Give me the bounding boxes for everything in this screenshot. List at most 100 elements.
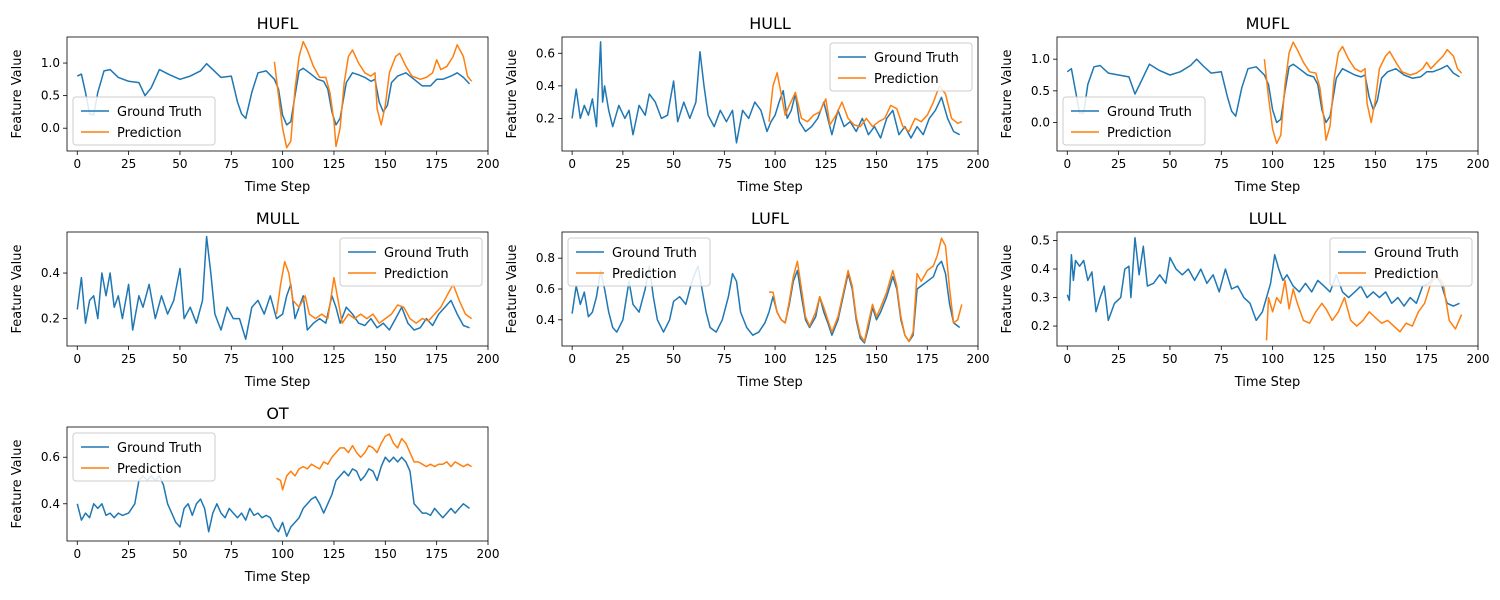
x-axis-label: Time Step xyxy=(1234,180,1301,195)
x-tick-label: 75 xyxy=(717,352,732,366)
x-tick-label: 0 xyxy=(73,157,81,171)
series-line-ground-truth xyxy=(571,41,961,144)
x-tick-label: 125 xyxy=(814,352,837,366)
y-tick-label: 0.8 xyxy=(536,251,555,265)
x-tick-label: 200 xyxy=(477,352,500,366)
y-tick-label: 0.3 xyxy=(1031,291,1050,305)
subplot-title: LUFL xyxy=(751,209,789,228)
x-tick-label: 150 xyxy=(865,157,888,171)
axes-frame xyxy=(66,231,489,347)
y-tick-label: 1.0 xyxy=(41,56,60,70)
subplot-ot: OT 0 25 50 75 100 125 150 175 200 0.4 0.6 Time Step F… xyxy=(10,404,499,585)
legend-box xyxy=(339,237,483,287)
y-tick-label: 0.5 xyxy=(41,89,60,103)
x-tick-label: 175 xyxy=(425,157,448,171)
y-axis-label: Feature Value xyxy=(10,440,25,529)
x-tick-label: 200 xyxy=(967,352,990,366)
x-axis-label: Time Step xyxy=(244,570,311,585)
x-tick-label: 125 xyxy=(1313,157,1336,171)
x-tick-label: 200 xyxy=(477,157,500,171)
y-tick-label: 0.4 xyxy=(1031,262,1050,276)
series-line-ground-truth xyxy=(76,235,470,340)
x-tick-label: 50 xyxy=(666,157,681,171)
axes-frame xyxy=(1056,36,1479,152)
x-tick-label: 200 xyxy=(1467,157,1490,171)
x-tick-label: 200 xyxy=(477,547,500,561)
subplot-mufl: MUFL 0 25 50 75 100 125 150 175 200 0.0 0.5 1.0 Time … xyxy=(1000,14,1489,195)
x-tick-label: 100 xyxy=(1261,157,1284,171)
x-tick-label: 0 xyxy=(73,352,81,366)
x-tick-label: 175 xyxy=(425,547,448,561)
legend-entry: Prediction xyxy=(612,267,677,282)
x-axis-label: Time Step xyxy=(736,375,803,390)
y-tick-label: 0.4 xyxy=(536,313,555,327)
axes-frame xyxy=(1056,231,1479,347)
y-tick-label: 0.2 xyxy=(41,312,60,326)
x-tick-label: 100 xyxy=(1261,352,1284,366)
x-tick-label: 125 xyxy=(323,352,346,366)
x-tick-label: 150 xyxy=(865,352,888,366)
x-tick-label: 200 xyxy=(1467,352,1490,366)
legend-entry: Ground Truth xyxy=(384,246,469,261)
x-tick-label: 125 xyxy=(1313,352,1336,366)
x-tick-label: 75 xyxy=(224,547,239,561)
x-tick-label: 25 xyxy=(615,352,630,366)
axes-frame xyxy=(66,36,489,152)
y-tick-label: 0.6 xyxy=(41,450,60,464)
legend-entry: Prediction xyxy=(117,462,182,477)
legend: Ground Truth Prediction xyxy=(1329,237,1473,287)
axes-frame xyxy=(561,36,979,152)
legend-entry: Prediction xyxy=(1374,267,1439,282)
subplot-title: OT xyxy=(266,404,289,423)
x-tick-label: 75 xyxy=(224,352,239,366)
series-line-prediction xyxy=(768,72,963,133)
legend-entry: Prediction xyxy=(1107,126,1172,141)
subplot-title: HUFL xyxy=(257,14,299,33)
series-line-prediction xyxy=(276,433,472,491)
legend: Ground Truth Prediction xyxy=(829,42,973,92)
y-tick-label: 0.0 xyxy=(41,121,60,135)
legend-entry: Ground Truth xyxy=(612,246,697,261)
x-tick-label: 100 xyxy=(764,352,787,366)
x-tick-label: 0 xyxy=(1063,352,1071,366)
subplot-hull: HULL 0 25 50 75 100 125 150 175 200 0.2 0.4 0.6 Time … xyxy=(505,14,989,195)
x-tick-label: 50 xyxy=(172,547,187,561)
y-axis-label: Feature Value xyxy=(505,50,520,139)
x-tick-label: 150 xyxy=(1364,352,1387,366)
subplot-mull: MULL 0 25 50 75 100 125 150 175 200 0.2 0.4 Time Ste… xyxy=(10,209,499,390)
subplot-lull: LULL 0 25 50 75 100 125 150 175 200 0.2 0.3 0.4 0.5 Ti… xyxy=(1000,209,1489,390)
x-tick-label: 25 xyxy=(1111,352,1126,366)
y-axis-label: Feature Value xyxy=(1000,245,1015,334)
subplot-title: LULL xyxy=(1249,209,1287,228)
x-tick-label: 175 xyxy=(1415,352,1438,366)
x-tick-label: 75 xyxy=(224,157,239,171)
series-line-prediction xyxy=(273,40,473,149)
y-tick-label: 0.0 xyxy=(1031,116,1050,130)
x-tick-label: 75 xyxy=(1214,157,1229,171)
y-tick-label: 0.2 xyxy=(1031,319,1050,333)
series-line-prediction xyxy=(275,260,473,324)
legend: Ground Truth Prediction xyxy=(339,237,483,287)
x-tick-label: 25 xyxy=(121,547,136,561)
y-tick-label: 0.2 xyxy=(536,111,555,125)
y-tick-label: 0.6 xyxy=(536,46,555,60)
legend: Ground Truth Prediction xyxy=(567,237,711,287)
legend-entry: Prediction xyxy=(117,126,182,141)
x-tick-label: 125 xyxy=(323,547,346,561)
x-tick-label: 0 xyxy=(73,547,81,561)
legend-box xyxy=(72,432,216,482)
subplot-title: MUFL xyxy=(1246,14,1290,33)
subplot-hufl: HUFL 0 25 50 75 100 125 150 175 200 0.0 0.5 1.0 Time … xyxy=(10,14,499,195)
legend-entry: Ground Truth xyxy=(1107,105,1192,120)
x-tick-label: 125 xyxy=(814,157,837,171)
x-tick-label: 50 xyxy=(1162,157,1177,171)
x-tick-label: 150 xyxy=(1364,157,1387,171)
x-tick-label: 200 xyxy=(967,157,990,171)
x-tick-label: 150 xyxy=(374,547,397,561)
x-tick-label: 50 xyxy=(1162,352,1177,366)
x-axis-label: Time Step xyxy=(1234,375,1301,390)
x-tick-label: 175 xyxy=(425,352,448,366)
legend-entry: Prediction xyxy=(874,72,939,87)
x-tick-label: 100 xyxy=(271,157,294,171)
